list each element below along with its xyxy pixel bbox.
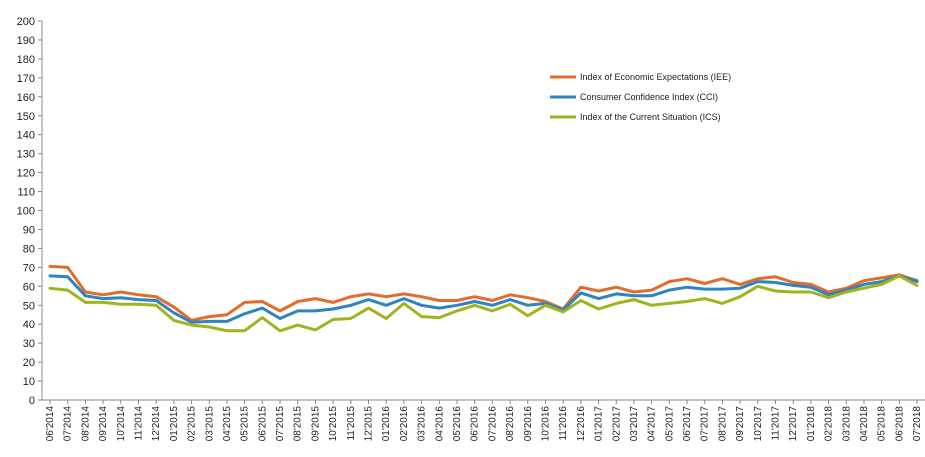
x-tick-label: 10'2014: [116, 406, 127, 442]
y-tick-label: 140: [17, 130, 35, 142]
x-tick-label: 05'2018: [877, 406, 888, 442]
x-tick-label: 01'2018: [806, 406, 817, 442]
x-tick-label: 09'2014: [98, 406, 109, 442]
x-tick-label: 10'2017: [753, 406, 764, 442]
y-tick-label: 120: [17, 168, 35, 180]
x-tick-label: 08'2017: [717, 406, 728, 442]
x-tick-label: 06'2018: [894, 406, 905, 442]
x-tick-label: 02'2015: [187, 406, 198, 442]
x-tick-label: 11'2017: [771, 406, 782, 441]
x-tick-label: 11'2016: [558, 406, 569, 441]
legend-label-1: Consumer Confidence Index (CCI): [580, 92, 718, 102]
y-tick-label: 60: [23, 281, 35, 293]
x-tick-label: 04'2015: [222, 406, 233, 442]
x-tick-label: 04'2016: [434, 406, 445, 442]
x-tick-label: 11'2014: [133, 406, 144, 441]
x-tick-label: 05'2016: [452, 406, 463, 442]
x-tick-label: 12'2017: [788, 406, 799, 442]
series-line-0: [50, 266, 917, 320]
y-tick-label: 90: [23, 224, 35, 236]
legend: Index of Economic Expectations (IEE) Cons…: [550, 72, 731, 122]
y-tick-label: 70: [23, 262, 35, 274]
y-tick-label: 170: [17, 73, 35, 85]
x-tick-label: 02'2017: [611, 406, 622, 442]
x-tick-label: 09'2015: [310, 406, 321, 442]
legend-label-0: Index of Economic Expectations (IEE): [580, 72, 731, 82]
x-tick-label: 01'2016: [381, 406, 392, 442]
y-tick-label: 0: [29, 395, 35, 407]
x-tick-label: 10'2015: [328, 406, 339, 442]
x-tick-label: 04'2017: [647, 406, 658, 442]
y-tick-label: 190: [17, 35, 35, 47]
x-tick-label: 12'2014: [151, 406, 162, 442]
x-tick-label: 03'2018: [841, 406, 852, 442]
x-tick-label: 09'2016: [523, 406, 534, 442]
x-tick-label: 10'2016: [540, 406, 551, 442]
x-tick-label: 03'2015: [204, 406, 215, 442]
y-tick-label: 100: [17, 206, 35, 218]
x-tick-label: 05'2017: [664, 406, 675, 442]
x-tick-label: 03'2016: [417, 406, 428, 442]
x-tick-label: 09'2017: [735, 406, 746, 442]
y-tick-label: 50: [23, 300, 35, 312]
y-tick-label: 10: [23, 376, 35, 388]
x-axis-ticks: 06'2014 07'2014 08'2014 09'2014 10'2014 11'20…: [45, 400, 923, 441]
x-tick-label: 06'2014: [45, 406, 56, 442]
x-tick-label: 06'2016: [470, 406, 481, 442]
y-tick-label: 40: [23, 319, 35, 331]
y-tick-label: 180: [17, 54, 35, 66]
x-tick-label: 06'2017: [682, 406, 693, 442]
series-lines: [50, 266, 917, 330]
y-tick-label: 200: [17, 16, 35, 28]
x-tick-label: 08'2016: [505, 406, 516, 442]
x-tick-label: 01'2015: [169, 406, 180, 442]
x-tick-label: 05'2015: [240, 406, 251, 442]
x-tick-label: 02'2018: [824, 406, 835, 442]
x-tick-label: 02'2016: [399, 406, 410, 442]
x-tick-label: 07'2015: [275, 406, 286, 442]
x-tick-label: 04'2018: [859, 406, 870, 442]
x-tick-label: 07'2016: [487, 406, 498, 442]
y-tick-label: 30: [23, 338, 35, 350]
legend-label-2: Index of the Current Situation (ICS): [580, 112, 721, 122]
x-tick-label: 11'2015: [346, 406, 357, 441]
x-tick-label: 07'2018: [912, 406, 923, 442]
x-tick-label: 08'2014: [80, 406, 91, 442]
x-tick-label: 07'2014: [63, 406, 74, 442]
y-tick-label: 20: [23, 357, 35, 369]
x-tick-label: 07'2017: [700, 406, 711, 442]
y-axis-ticks: 0 10 20 30 40 50 60 70 80 90 100 110 120 130 140 150 160…: [17, 16, 42, 407]
y-tick-label: 80: [23, 243, 35, 255]
axes: [42, 21, 925, 400]
y-tick-label: 130: [17, 149, 35, 161]
x-tick-label: 12'2015: [364, 406, 375, 442]
y-tick-label: 110: [17, 187, 35, 199]
x-tick-label: 08'2015: [293, 406, 304, 442]
y-tick-label: 160: [17, 92, 35, 104]
x-tick-label: 12'2016: [576, 406, 587, 442]
x-tick-label: 01'2017: [594, 406, 605, 442]
x-tick-label: 03'2017: [629, 406, 640, 442]
y-tick-label: 150: [17, 111, 35, 123]
x-tick-label: 06'2015: [257, 406, 268, 442]
